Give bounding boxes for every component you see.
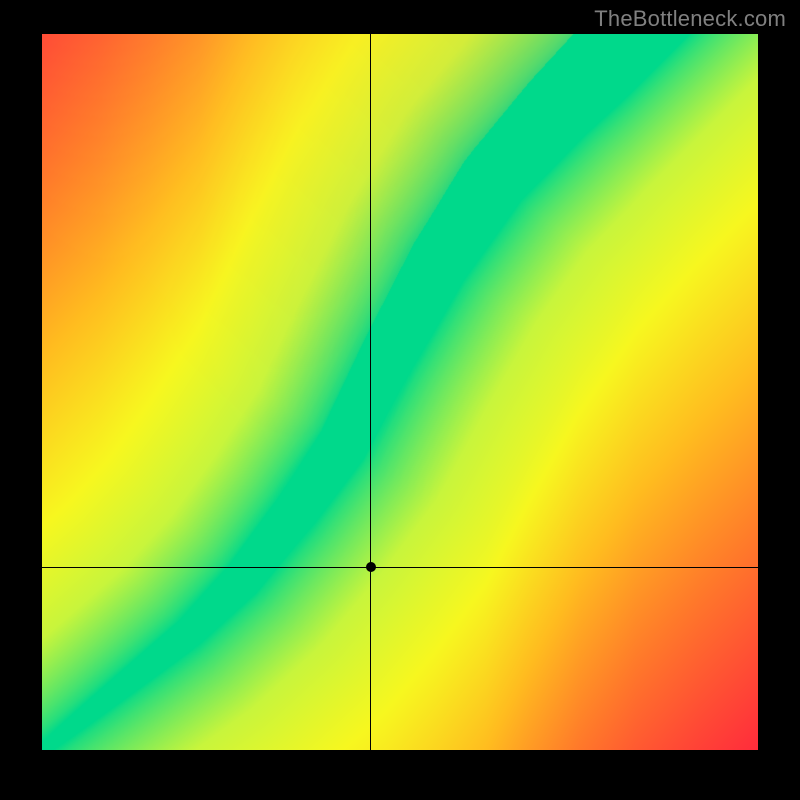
chart-container: TheBottleneck.com: [0, 0, 800, 800]
plot-area: [42, 34, 758, 750]
watermark-text: TheBottleneck.com: [594, 6, 786, 32]
crosshair-marker: [366, 562, 376, 572]
heatmap-canvas: [42, 34, 758, 750]
crosshair-horizontal: [42, 567, 758, 568]
crosshair-vertical: [370, 34, 371, 750]
